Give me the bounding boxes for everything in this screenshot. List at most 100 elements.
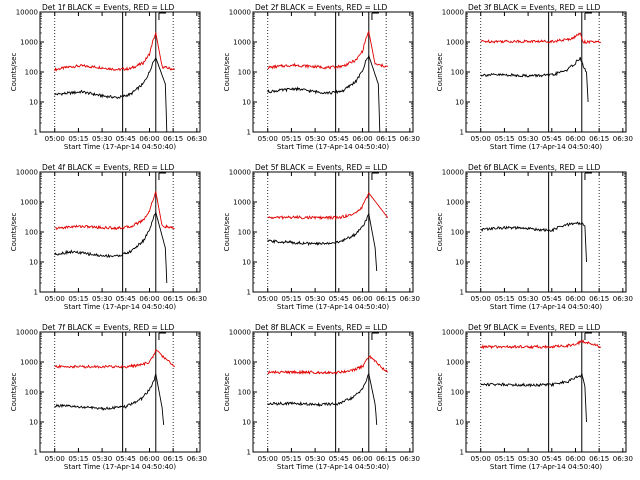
events-series-line (267, 212, 378, 272)
x-tick-label: 05:45 (542, 455, 562, 463)
y-tick-label: 10 (455, 259, 464, 267)
y-tick-label: 1 (34, 129, 38, 137)
x-tick-label: 06:00 (565, 455, 585, 463)
y-tick-label: 100 (25, 229, 38, 237)
x-tick-label: 05:15 (281, 295, 301, 303)
x-tick-label: 06:15 (163, 455, 183, 463)
plot-frame (39, 171, 201, 293)
x-tick-label: 06:30 (613, 455, 633, 463)
panel-title: Det 5f BLACK = Events, RED = LLD (255, 163, 388, 172)
x-tick-label: 05:00 (258, 295, 278, 303)
x-tick-label: 05:00 (471, 295, 491, 303)
y-tick-label: 1000 (233, 199, 251, 207)
events-series-line (480, 372, 587, 423)
x-tick-label: 05:15 (494, 455, 514, 463)
y-tick-label: 10 (242, 259, 251, 267)
x-tick-label: 05:00 (471, 455, 491, 463)
y-tick-label: 10 (242, 99, 251, 107)
x-tick-label: 05:15 (494, 295, 514, 303)
y-tick-label: 1 (460, 129, 464, 137)
y-tick-label: 10000 (442, 329, 464, 337)
x-tick-label: 06:15 (163, 135, 183, 143)
y-tick-label: 1000 (233, 359, 251, 367)
detector-panel: Det 9f BLACK = Events, RED = LLD 1 10 100 10… (436, 323, 633, 471)
x-tick-label: 06:15 (589, 295, 609, 303)
y-tick-label: 10000 (442, 169, 464, 177)
x-axis-label: Start Time (17-Apr-14 04:50:40) (277, 463, 389, 471)
lld-series-line (54, 31, 176, 72)
x-axis-label: Start Time (17-Apr-14 04:50:40) (64, 303, 176, 311)
y-tick-label: 100 (238, 69, 251, 77)
panel-title: Det 2f BLACK = Events, RED = LLD (255, 3, 388, 12)
y-tick-label: 1000 (233, 39, 251, 47)
x-tick-label: 05:15 (281, 455, 301, 463)
x-axis-label: Start Time (17-Apr-14 04:50:40) (490, 463, 602, 471)
y-axis-label: Counts/sec (223, 213, 231, 252)
y-tick-label: 1 (34, 449, 38, 457)
y-tick-label: 1000 (20, 199, 38, 207)
lld-series-line (267, 355, 389, 376)
y-tick-label: 10 (242, 419, 251, 427)
x-tick-label: 05:15 (68, 135, 88, 143)
x-tick-label: 05:00 (258, 455, 278, 463)
x-tick-label: 05:45 (116, 135, 136, 143)
x-tick-label: 05:30 (92, 455, 112, 463)
y-tick-label: 1 (247, 289, 251, 297)
panel-title: Det 7f BLACK = Events, RED = LLD (42, 323, 175, 332)
x-tick-label: 05:30 (92, 135, 112, 143)
x-tick-label: 06:15 (589, 455, 609, 463)
y-axis-label: Counts/sec (223, 53, 231, 92)
lld-series-line (480, 339, 602, 350)
flag-marker (371, 172, 379, 180)
plot-frame (465, 171, 627, 293)
x-tick-label: 06:00 (139, 295, 159, 303)
plot-frame (39, 11, 201, 133)
x-tick-label: 05:45 (329, 455, 349, 463)
flag-marker (584, 172, 592, 180)
x-axis-label: Start Time (17-Apr-14 04:50:40) (64, 143, 176, 151)
lld-series-line (267, 30, 389, 70)
x-tick-label: 06:00 (352, 455, 372, 463)
y-tick-label: 1000 (446, 359, 464, 367)
x-tick-label: 06:15 (376, 135, 396, 143)
x-tick-label: 05:45 (542, 135, 562, 143)
y-tick-label: 10000 (229, 329, 251, 337)
y-tick-label: 10000 (442, 9, 464, 17)
flag-marker (371, 12, 379, 20)
x-tick-label: 05:30 (305, 295, 325, 303)
x-tick-label: 06:15 (163, 295, 183, 303)
x-tick-label: 06:30 (400, 295, 420, 303)
y-tick-label: 1000 (446, 199, 464, 207)
x-tick-label: 06:15 (589, 135, 609, 143)
x-tick-label: 06:00 (565, 295, 585, 303)
y-axis-label: Counts/sec (436, 53, 444, 92)
y-tick-label: 10000 (16, 329, 38, 337)
lld-series-line (480, 32, 602, 45)
y-tick-label: 10 (455, 99, 464, 107)
y-axis-label: Counts/sec (223, 373, 231, 412)
y-tick-label: 1 (247, 129, 251, 137)
detector-panel: Det 6f BLACK = Events, RED = LLD 1 10 100 10… (436, 163, 633, 311)
y-tick-label: 100 (451, 389, 464, 397)
y-tick-label: 10 (29, 99, 38, 107)
x-tick-label: 05:00 (45, 455, 65, 463)
panel-title: Det 1f BLACK = Events, RED = LLD (42, 3, 175, 12)
events-series-line (54, 56, 168, 133)
x-axis-label: Start Time (17-Apr-14 04:50:40) (64, 463, 176, 471)
panel-title: Det 9f BLACK = Events, RED = LLD (468, 323, 601, 332)
plot-frame (252, 331, 414, 453)
detector-panel: Det 7f BLACK = Events, RED = LLD 1 10 100 10… (10, 323, 207, 471)
events-series-line (267, 54, 381, 133)
detector-panel: Det 3f BLACK = Events, RED = LLD 1 10 100 10… (436, 3, 633, 151)
plot-frame (39, 331, 201, 453)
y-tick-label: 100 (451, 229, 464, 237)
events-series-line (480, 56, 589, 103)
x-tick-label: 05:15 (281, 135, 301, 143)
x-tick-label: 06:30 (400, 135, 420, 143)
x-tick-label: 05:00 (258, 135, 278, 143)
panel-title: Det 8f BLACK = Events, RED = LLD (255, 323, 388, 332)
y-tick-label: 100 (451, 69, 464, 77)
plot-frame (465, 331, 627, 453)
x-tick-label: 06:15 (376, 455, 396, 463)
x-tick-label: 05:00 (471, 135, 491, 143)
